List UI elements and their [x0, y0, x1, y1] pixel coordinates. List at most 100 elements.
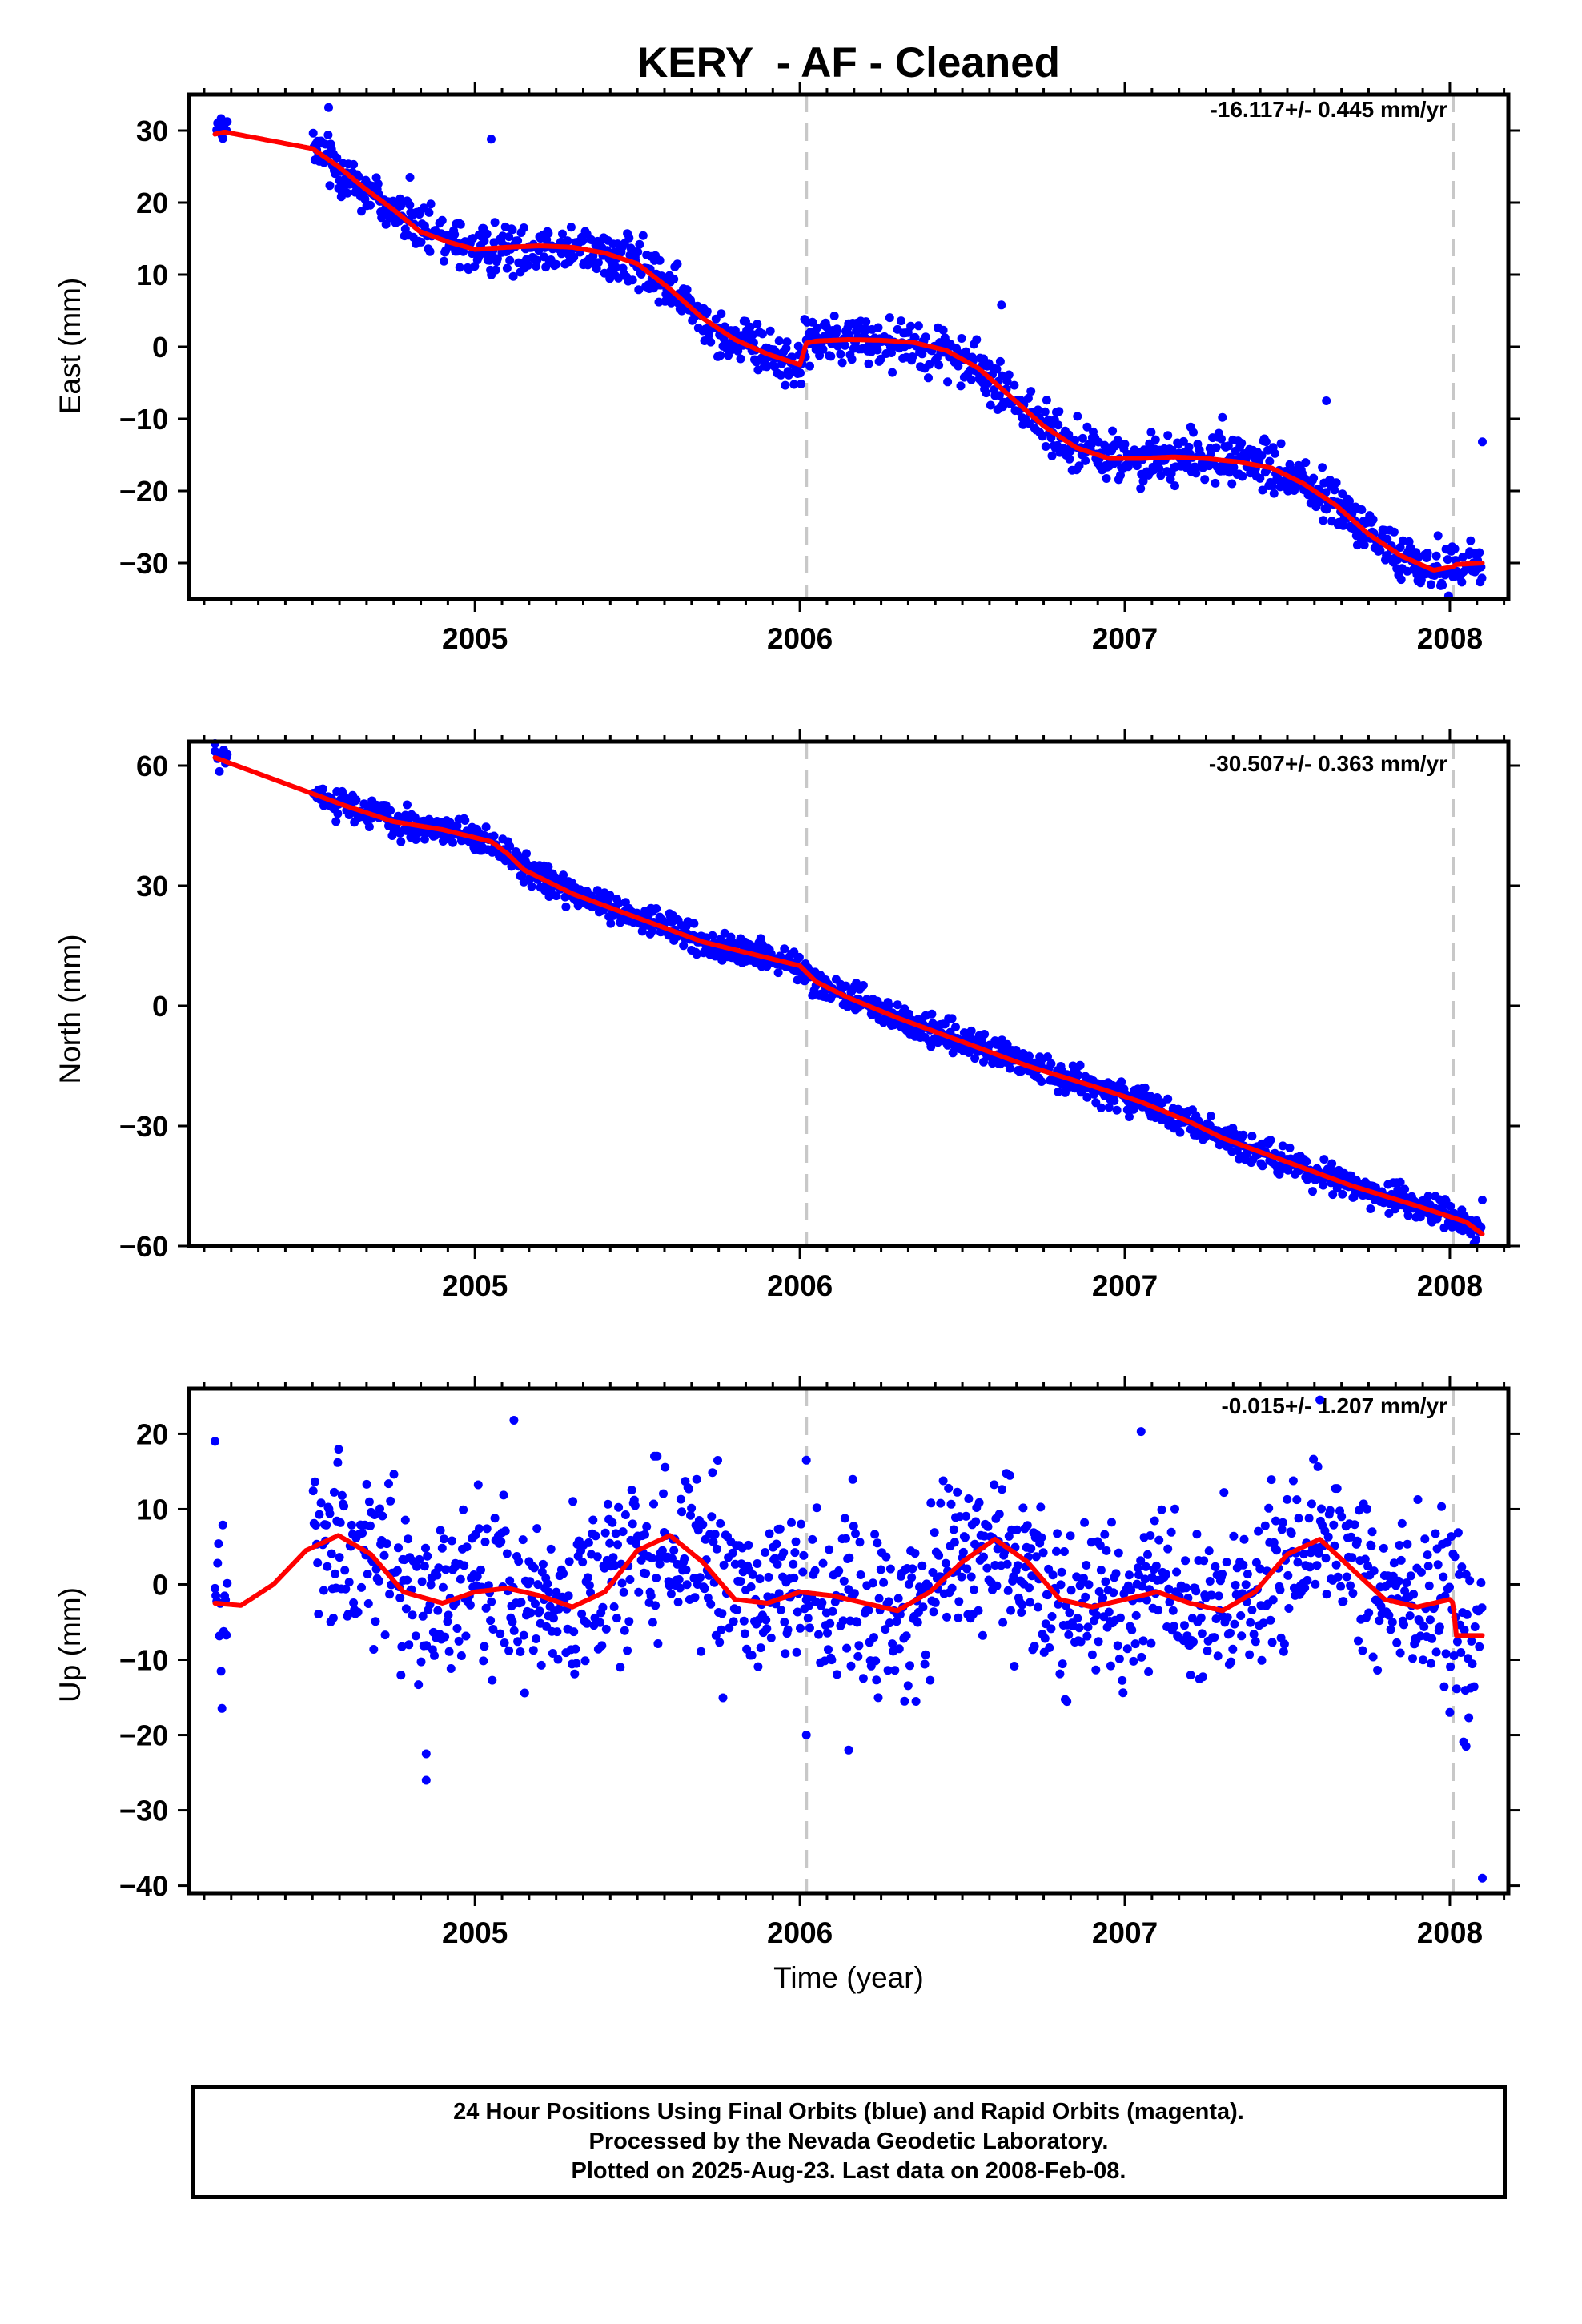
up-point [1059, 1547, 1069, 1556]
east-point [845, 330, 854, 340]
east-point [966, 375, 976, 384]
north-point [1338, 1189, 1347, 1199]
up-point [669, 1546, 679, 1555]
up-point [676, 1494, 685, 1504]
up-point [918, 1602, 928, 1612]
up-point [1416, 1567, 1426, 1577]
up-point [1104, 1607, 1114, 1617]
east-point [508, 225, 517, 235]
up-point [762, 1624, 772, 1634]
east-point [1375, 545, 1385, 555]
up-point [834, 1566, 844, 1575]
up-point [1228, 1644, 1238, 1654]
east-point [986, 400, 995, 410]
up-point [1003, 1586, 1013, 1595]
east-point [1065, 454, 1074, 464]
up-point [780, 1618, 789, 1626]
up-point [1358, 1646, 1367, 1655]
up-point [1325, 1506, 1335, 1515]
up-point [1369, 1566, 1379, 1576]
up-point [930, 1598, 940, 1607]
east-point [812, 324, 821, 333]
up-point [414, 1680, 424, 1690]
east-point [957, 334, 966, 343]
east-point [1026, 387, 1036, 396]
up-point [214, 1539, 223, 1549]
up-point [571, 1644, 580, 1654]
up-point [646, 1591, 656, 1601]
up-point [502, 1549, 512, 1558]
up-point [363, 1599, 373, 1608]
up-point [1222, 1558, 1231, 1567]
north-point [331, 817, 341, 826]
up-point [846, 1661, 856, 1671]
up-point [460, 1561, 469, 1570]
up-point [942, 1612, 951, 1622]
east-ytick-label: −30 [119, 547, 168, 580]
east-point [455, 263, 464, 272]
up-point [1129, 1656, 1138, 1666]
up-point [1279, 1639, 1289, 1649]
east-point [1010, 380, 1019, 390]
up-point [1396, 1555, 1406, 1565]
east-point [1074, 461, 1084, 471]
east-point [673, 259, 682, 269]
up-point [1230, 1619, 1239, 1629]
up-point [1227, 1657, 1236, 1667]
up-point [222, 1630, 231, 1640]
up-point [736, 1577, 745, 1586]
up-point [538, 1559, 548, 1569]
north-point [588, 903, 597, 912]
east-fit-line [212, 130, 1485, 573]
east-xtick-label: 2006 [767, 622, 833, 655]
east-point [913, 321, 923, 331]
east-point [745, 322, 755, 332]
up-point [849, 1589, 859, 1598]
up-point [756, 1643, 765, 1653]
east-point [450, 230, 460, 239]
up-point [998, 1618, 1008, 1627]
up-point [496, 1629, 505, 1638]
up-point [841, 1534, 850, 1543]
up-point [792, 1647, 801, 1657]
up-point [436, 1526, 445, 1535]
up-point [1203, 1646, 1212, 1655]
east-outlier-point [1322, 396, 1331, 405]
east-point [818, 344, 828, 354]
up-point [1336, 1582, 1346, 1591]
up-point [353, 1607, 363, 1617]
east-point [1383, 534, 1392, 544]
up-outlier-point [421, 1775, 431, 1785]
up-point [1386, 1625, 1395, 1634]
north-point [884, 1001, 893, 1010]
up-point [849, 1522, 858, 1531]
up-point [362, 1479, 371, 1489]
east-point [343, 188, 352, 198]
east-point [1211, 443, 1221, 452]
up-point [474, 1524, 484, 1534]
up-point [1087, 1650, 1097, 1659]
up-point [954, 1613, 963, 1622]
east-point [1023, 393, 1033, 403]
up-point [604, 1499, 612, 1509]
up-xtick-label: 2008 [1417, 1916, 1483, 1949]
up-point [708, 1468, 717, 1478]
up-point [1116, 1613, 1125, 1622]
up-outlier-point [509, 1416, 519, 1425]
north-point [1266, 1136, 1275, 1145]
north-point [1201, 1132, 1211, 1142]
north-point [926, 1042, 936, 1051]
east-point [566, 223, 576, 232]
east-point [992, 364, 1002, 374]
up-point [444, 1647, 454, 1656]
east-point [1184, 442, 1194, 452]
up-point [596, 1618, 605, 1627]
up-point [1186, 1671, 1195, 1680]
east-point [897, 316, 905, 326]
up-point [630, 1501, 640, 1510]
up-point [609, 1602, 619, 1611]
up-point [776, 1605, 785, 1614]
north-point [1206, 1112, 1215, 1121]
up-point [797, 1519, 806, 1529]
north-point [527, 882, 536, 891]
